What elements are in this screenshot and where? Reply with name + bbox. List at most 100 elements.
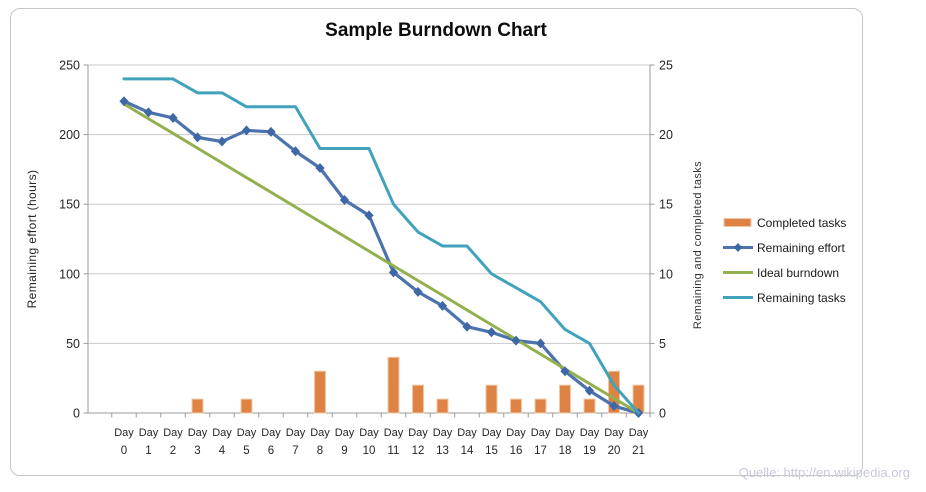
y-tick-label-right: 5 — [659, 337, 666, 351]
remaining-effort-marker — [388, 267, 399, 278]
legend-marker-shape — [733, 243, 743, 252]
remaining-effort-marker — [143, 107, 154, 118]
y-tick-label-left: 200 — [59, 128, 80, 142]
x-tick-label: Day — [506, 427, 526, 439]
x-tick-label: 10 — [363, 445, 376, 457]
remaining-effort-marker — [119, 96, 129, 107]
legend-marker-remaining-effort — [723, 243, 753, 252]
x-tick-label: Day — [580, 427, 600, 439]
remaining-effort-marker — [462, 321, 472, 332]
legend: Completed tasks Remaining effort Ideal bur… — [722, 210, 846, 310]
x-tick-label: Day — [139, 427, 159, 439]
x-tick-label: Day — [359, 427, 379, 439]
legend-label-completed-tasks: Completed tasks — [757, 215, 847, 230]
legend-item-remaining-effort: Remaining effort — [722, 235, 846, 260]
legend-marker-remaining-tasks — [723, 296, 753, 299]
y-tick-label-right: 25 — [659, 59, 673, 73]
x-tick-label: 1 — [145, 445, 151, 457]
x-tick-label: Day — [482, 427, 502, 439]
x-tick-label: 18 — [559, 445, 572, 457]
remaining-effort-marker — [192, 132, 203, 143]
x-tick-label: Day — [212, 427, 232, 439]
x-tick-label: 20 — [608, 445, 621, 457]
legend-label-remaining-tasks: Remaining tasks — [757, 290, 846, 305]
remaining-effort-line — [122, 99, 641, 415]
remaining-effort-marker — [560, 366, 570, 377]
ideal-burndown-line — [122, 102, 640, 415]
y-tick-label-left: 100 — [59, 267, 80, 281]
remaining-effort-marker — [241, 125, 252, 136]
x-tick-label: 14 — [461, 445, 474, 457]
y-tick-label-right: 0 — [659, 407, 666, 421]
bar-completed-tasks — [387, 356, 400, 414]
legend-marker-ideal-burndown — [723, 271, 753, 274]
x-tick-label: Day — [408, 427, 428, 439]
x-tick-label: Day — [163, 427, 183, 439]
x-tick-label: Day — [531, 427, 551, 439]
chart-title: Sample Burndown Chart — [325, 20, 547, 41]
x-tick-label: 7 — [292, 445, 298, 457]
x-tick-label: Day — [261, 427, 281, 439]
remaining-effort-marker — [437, 300, 448, 311]
x-tick-label: Day — [555, 427, 575, 439]
y-axis-title-left: Remaining effort (hours) — [25, 169, 39, 309]
x-tick-label: 8 — [317, 445, 323, 457]
y-tick-label-right: 20 — [659, 128, 673, 142]
legend-marker-completed-tasks — [723, 218, 752, 227]
remaining-effort-marker — [290, 146, 301, 157]
x-tick-label: 2 — [170, 445, 176, 457]
remaining-effort-marker — [266, 126, 276, 137]
x-tick-label: Day — [629, 427, 649, 439]
remaining-effort-marker — [413, 286, 423, 297]
x-tick-label: 17 — [534, 445, 547, 457]
remaining-effort-marker — [339, 195, 350, 206]
remaining-tasks-line — [122, 77, 640, 415]
x-tick-label: 0 — [121, 445, 127, 457]
x-tick-label: Day — [335, 427, 355, 439]
y-tick-label-right: 10 — [659, 267, 673, 281]
bar-completed-tasks — [191, 398, 204, 414]
bar-completed-tasks — [240, 398, 253, 414]
x-tick-label: 16 — [510, 445, 523, 457]
x-tick-label: 12 — [412, 445, 425, 457]
x-tick-label: 15 — [485, 445, 498, 457]
legend-item-remaining-tasks: Remaining tasks — [722, 285, 846, 310]
bar-completed-tasks — [510, 398, 522, 414]
remaining-effort-marker — [486, 327, 497, 338]
source-caption: Quelle: http://en.wikipedia.org — [738, 465, 910, 480]
x-tick-label: Day — [310, 427, 330, 439]
x-tick-label: 3 — [194, 445, 200, 457]
x-tick-label: Day — [604, 427, 624, 439]
x-tick-label: 11 — [388, 445, 400, 457]
x-tick-label: 9 — [341, 445, 347, 457]
remaining-effort-marker — [511, 335, 521, 346]
bar-completed-tasks — [559, 384, 571, 414]
y-tick-label-left: 250 — [59, 59, 80, 73]
remaining-effort-marker — [217, 136, 227, 147]
y-axis-title-right: Remaining and completed tasks — [692, 160, 704, 330]
x-tick-label: Day — [384, 427, 404, 439]
x-tick-label: 19 — [583, 445, 596, 457]
x-tick-label: Day — [286, 427, 306, 439]
x-tick-label: Day — [457, 427, 477, 439]
y-tick-label-left: 150 — [59, 198, 80, 212]
legend-item-completed-tasks: Completed tasks — [722, 210, 846, 235]
remaining-effort-marker — [584, 385, 595, 396]
x-tick-label: Day — [433, 427, 453, 439]
bar-completed-tasks — [485, 384, 498, 414]
x-tick-label: 13 — [436, 445, 449, 457]
bar-completed-tasks — [436, 398, 449, 414]
y-tick-label-right: 15 — [659, 198, 673, 212]
legend-item-ideal-burndown: Ideal burndown — [722, 260, 846, 285]
remaining-effort-marker — [168, 112, 178, 123]
x-tick-label: 4 — [219, 445, 226, 457]
y-tick-label-left: 50 — [66, 337, 80, 351]
legend-marker-shape — [723, 218, 752, 227]
x-tick-label: Day — [188, 427, 208, 439]
bar-completed-tasks — [583, 398, 596, 414]
x-tick-label: Day — [237, 427, 257, 439]
remaining-effort-marker — [535, 338, 546, 349]
legend-label-ideal-burndown: Ideal burndown — [757, 265, 840, 280]
